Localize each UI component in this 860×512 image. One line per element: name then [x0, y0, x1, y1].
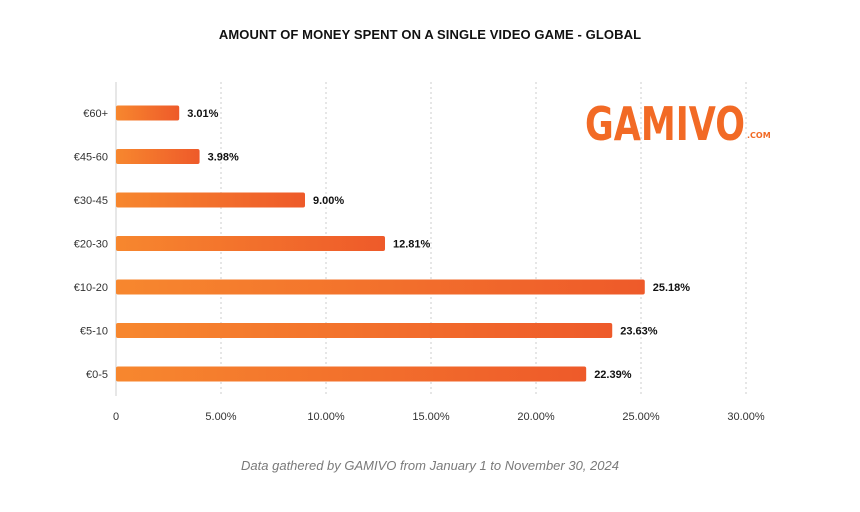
x-tick-label: 15.00%	[412, 411, 450, 423]
bar-value-label: 22.39%	[594, 369, 632, 381]
bar-value-label: 12.81%	[393, 239, 431, 251]
bar	[116, 236, 386, 251]
category-label: €60+	[83, 108, 108, 120]
category-label: €5-10	[80, 326, 108, 338]
bar-value-label: 3.98%	[208, 152, 239, 164]
x-tick-label: 0	[113, 411, 119, 423]
category-labels: €60+ €45-60 €30-45 €20-30 €10-20 €5-10 €0-5	[74, 108, 108, 381]
x-tick-label: 25.00%	[622, 411, 660, 423]
x-tick-label: 10.00%	[307, 411, 345, 423]
category-label: €0-5	[86, 369, 108, 381]
bar-value-label: 23.63%	[620, 326, 658, 338]
chart-title: AMOUNT OF MONEY SPENT ON A SINGLE VIDEO …	[218, 27, 642, 42]
bar	[116, 192, 305, 208]
category-label: €45-60	[74, 152, 108, 164]
gamivo-logo: GAMIVO .COM	[585, 97, 771, 151]
bars	[116, 105, 645, 382]
x-tick-label: 30.00%	[727, 411, 765, 423]
category-label: €30-45	[74, 195, 108, 207]
x-tick-label: 20.00%	[517, 411, 555, 423]
bar-value-label: 9.00%	[313, 195, 344, 207]
bar	[116, 149, 200, 164]
bar	[116, 323, 613, 338]
category-label: €10-20	[74, 282, 108, 294]
footnote: Data gathered by GAMIVO from January 1 t…	[241, 458, 619, 473]
bar-value-label: 3.01%	[187, 108, 218, 120]
bar	[116, 366, 587, 382]
gamivo-logo-text: GAMIVO	[585, 97, 745, 151]
x-tick-label: 5.00%	[205, 411, 236, 423]
bar	[116, 279, 645, 295]
value-labels: 3.01% 3.98% 9.00% 12.81% 25.18% 23.63% 22.39%	[187, 108, 690, 381]
x-tick-labels: 0 5.00% 10.00% 15.00% 20.00% 25.00% 30.00%	[113, 411, 765, 423]
bar-value-label: 25.18%	[653, 282, 691, 294]
gamivo-logo-suffix: .COM	[747, 131, 771, 140]
bar	[116, 105, 180, 121]
category-label: €20-30	[74, 239, 108, 251]
